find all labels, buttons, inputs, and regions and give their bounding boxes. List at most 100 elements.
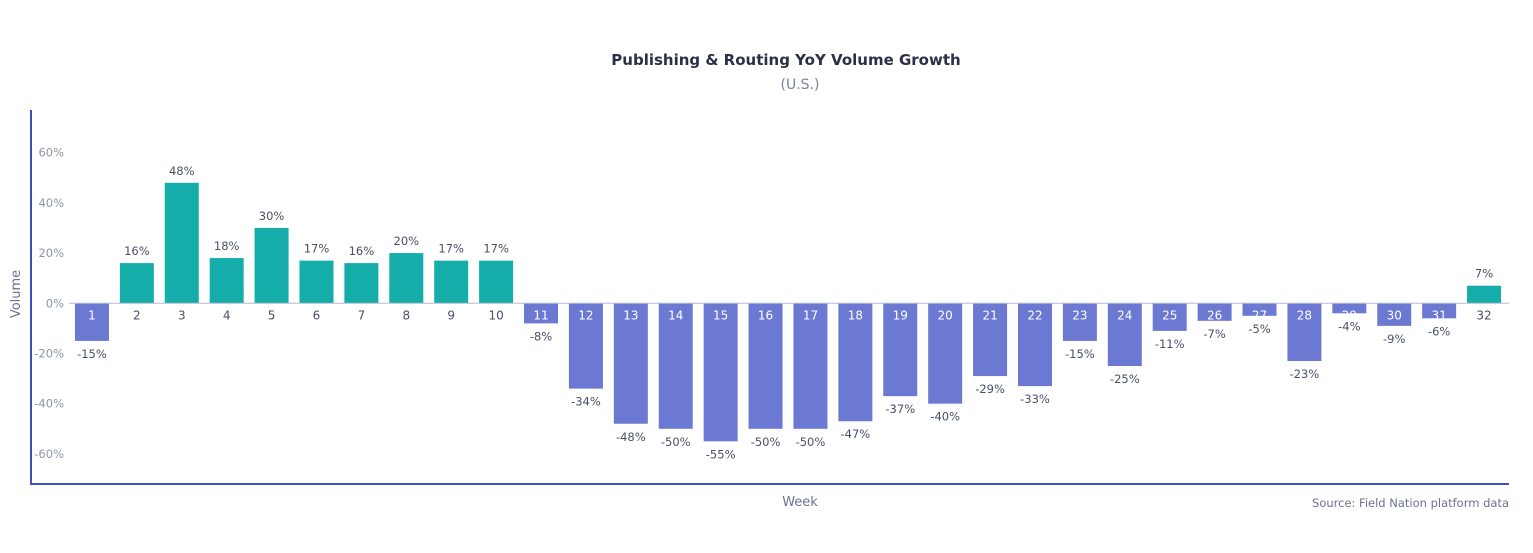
data-label: 20%: [394, 234, 420, 248]
y-tick-label: -60%: [34, 447, 64, 461]
bar-week-30: [1377, 303, 1412, 326]
bar-week-6: [299, 260, 334, 304]
x-tick-label: 24: [1117, 308, 1132, 322]
x-tick-label: 32: [1476, 308, 1491, 322]
x-tick-label: 10: [488, 308, 503, 322]
x-tick-label: 4: [223, 308, 231, 322]
data-label: -25%: [1110, 372, 1140, 386]
bar-week-1: [74, 303, 109, 341]
data-label: -55%: [706, 447, 736, 461]
bar-week-26: [1197, 303, 1232, 321]
bar-week-7: [344, 263, 379, 304]
data-label: -50%: [661, 435, 691, 449]
data-label: -40%: [930, 410, 960, 424]
x-tick-label: 29: [1342, 308, 1357, 322]
x-tick-label: 3: [178, 308, 186, 322]
data-label: -4%: [1338, 319, 1360, 333]
bar-week-15: [703, 303, 738, 442]
data-label: 18%: [214, 239, 240, 253]
x-tick-label: 22: [1027, 308, 1042, 322]
data-label: -34%: [571, 395, 601, 409]
x-tick-label: 28: [1297, 308, 1312, 322]
y-tick-label: -20%: [34, 346, 64, 360]
x-tick-label: 21: [982, 308, 997, 322]
x-tick-label: 12: [578, 308, 593, 322]
x-tick-label: 27: [1252, 308, 1267, 322]
y-tick-label: 40%: [38, 196, 64, 210]
bar-week-19: [883, 303, 918, 397]
bar-week-25: [1152, 303, 1187, 331]
x-tick-label: 11: [533, 308, 548, 322]
data-label: 17%: [483, 242, 509, 256]
bar-week-2: [119, 263, 154, 304]
bar-week-17: [793, 303, 828, 429]
data-label: -48%: [616, 430, 646, 444]
bar-week-11: [524, 303, 559, 324]
data-label: 30%: [259, 209, 285, 223]
bar-week-27: [1242, 303, 1277, 316]
x-tick-label: 7: [358, 308, 366, 322]
x-tick-label: 20: [938, 308, 953, 322]
bar-week-16: [748, 303, 783, 429]
y-axis-title: Volume: [9, 270, 24, 318]
x-tick-label: 15: [713, 308, 728, 322]
x-tick-label: 25: [1162, 308, 1177, 322]
y-tick-label: 0%: [46, 296, 64, 310]
x-tick-label: 6: [313, 308, 321, 322]
data-label: -33%: [1020, 392, 1050, 406]
x-tick-label: 14: [668, 308, 683, 322]
data-label: 48%: [169, 164, 195, 178]
chart-title: Publishing & Routing YoY Volume Growth: [611, 51, 960, 69]
data-label: -7%: [1203, 327, 1225, 341]
x-tick-label: 13: [623, 308, 638, 322]
bar-week-4: [209, 258, 244, 304]
source-note: Source: Field Nation platform data: [1312, 496, 1509, 510]
bar-week-13: [613, 303, 648, 424]
y-tick-label: 60%: [38, 146, 64, 160]
data-label: -29%: [975, 382, 1005, 396]
bar-week-24: [1107, 303, 1142, 367]
chart-subtitle: (U.S.): [781, 77, 820, 93]
bar-week-29: [1332, 303, 1367, 314]
data-label: -37%: [885, 402, 915, 416]
x-axis-title: Week: [782, 495, 818, 510]
bar-week-22: [1017, 303, 1052, 387]
bar-week-9: [434, 260, 469, 304]
x-tick-label: 1: [88, 308, 96, 322]
x-tick-label: 30: [1387, 308, 1402, 322]
bar-week-31: [1422, 303, 1457, 319]
x-tick-label: 18: [848, 308, 863, 322]
x-tick-label: 5: [268, 308, 276, 322]
data-label: -15%: [1065, 347, 1095, 361]
data-label: -6%: [1428, 324, 1450, 338]
x-tick-label: 9: [447, 308, 455, 322]
bar-week-14: [658, 303, 693, 429]
x-tick-label: 8: [402, 308, 410, 322]
x-tick-label: 26: [1207, 308, 1222, 322]
data-label: 17%: [304, 242, 330, 256]
bar-week-23: [1062, 303, 1097, 341]
data-label: 16%: [349, 244, 375, 258]
bar-week-3: [164, 182, 199, 304]
data-label: -11%: [1155, 337, 1185, 351]
data-label: -47%: [841, 427, 871, 441]
bar-week-10: [479, 260, 514, 304]
data-label: -5%: [1248, 322, 1270, 336]
bar-week-21: [973, 303, 1008, 377]
bar-week-32: [1467, 285, 1502, 304]
data-label: -50%: [751, 435, 781, 449]
bar-week-8: [389, 253, 424, 304]
data-label: 17%: [438, 242, 464, 256]
data-label: -9%: [1383, 332, 1405, 346]
bar-week-28: [1287, 303, 1322, 362]
bar-week-12: [568, 303, 603, 389]
bar-week-5: [254, 227, 289, 304]
x-tick-label: 19: [893, 308, 908, 322]
y-tick-label: -40%: [34, 397, 64, 411]
bar-week-20: [928, 303, 963, 404]
y-tick-label: 20%: [38, 246, 64, 260]
x-tick-label: 17: [803, 308, 818, 322]
data-label: 7%: [1475, 267, 1493, 281]
bar-week-18: [838, 303, 873, 422]
